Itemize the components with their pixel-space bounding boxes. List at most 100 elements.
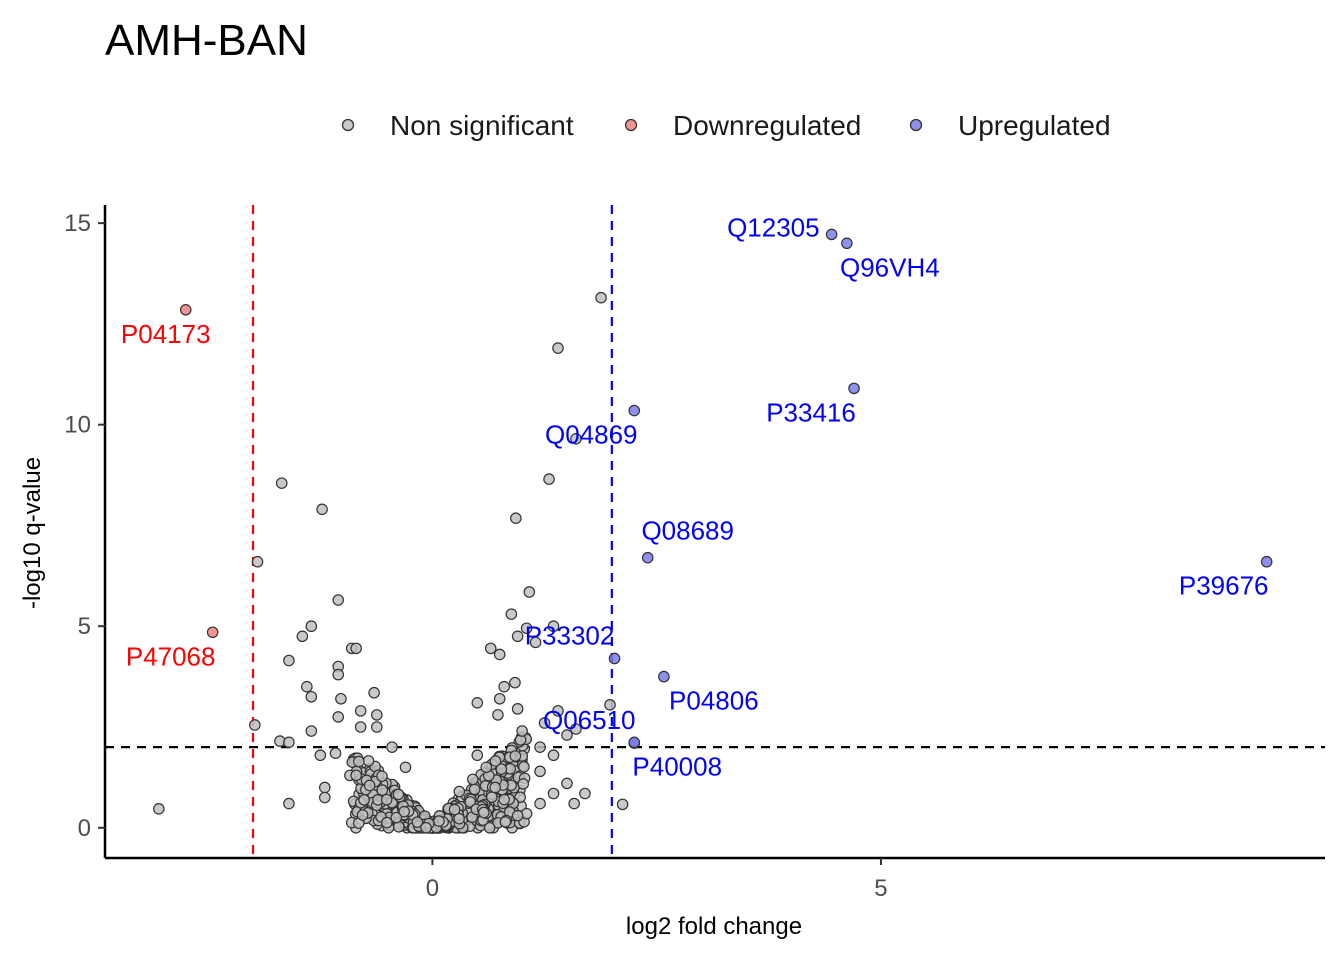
nonsig-point: [371, 721, 383, 733]
nonsig-point: [283, 797, 295, 810]
x-tick-label: 5: [874, 875, 887, 902]
legend-key-nonsig: [341, 118, 355, 132]
nonsig-point: [538, 717, 551, 729]
nonsig-point: [301, 680, 313, 693]
nonsig-point: [332, 668, 345, 681]
nonsig-point: [350, 642, 362, 655]
point-label: P39676: [1179, 571, 1269, 601]
nonsig-point: [296, 630, 309, 643]
nonsig-point: [332, 594, 345, 606]
y-axis-title: -log10 q-value: [19, 457, 46, 609]
up-point: [608, 652, 621, 665]
down-point: [206, 626, 219, 639]
up-point: [841, 237, 853, 250]
nonsig-point: [495, 763, 508, 775]
nonsig-point: [543, 473, 555, 485]
nonsig-point: [466, 773, 479, 786]
nonsig-point: [511, 703, 524, 715]
nonsig-point: [499, 816, 512, 828]
nonsig-point: [386, 741, 398, 753]
nonsig-point: [471, 749, 484, 762]
nonsig-point: [471, 697, 484, 709]
down-point: [179, 304, 192, 316]
legend-label-up: Upregulated: [958, 110, 1111, 141]
point-label: Q96VH4: [840, 252, 940, 282]
nonsig-point: [335, 692, 347, 705]
y-tick-label: 5: [78, 613, 91, 640]
point-label: P40008: [632, 751, 722, 781]
nonsig-point: [318, 781, 331, 794]
nonsig-point: [517, 778, 530, 790]
nonsig-point: [305, 725, 318, 737]
points-layer: [153, 228, 1273, 834]
nonsig-point: [453, 812, 465, 825]
nonsig-point: [505, 608, 518, 620]
nonsig-point: [509, 676, 521, 689]
nonsig-point: [510, 512, 522, 524]
nonsig-point: [420, 821, 432, 834]
nonsig-point: [534, 741, 546, 753]
point-labels: P04173 P47068 Q12305 Q96VH4 P33416 Q04869 Q086…: [121, 212, 1269, 781]
point-label: P33416: [766, 397, 856, 427]
nonsig-point: [433, 815, 445, 827]
nonsig-point: [448, 803, 461, 816]
nonsig-point: [249, 719, 261, 731]
nonsig-point: [529, 636, 542, 649]
threshold-lines: [105, 205, 1325, 858]
nonsig-point: [520, 622, 533, 635]
nonsig-point: [399, 761, 412, 774]
nonsig-point: [329, 747, 342, 759]
nonsig-point: [523, 586, 536, 598]
nonsig-point: [568, 797, 580, 810]
nonsig-point: [316, 503, 328, 516]
point-label: P47068: [126, 641, 216, 671]
nonsig-point: [376, 770, 388, 783]
up-point: [628, 404, 641, 417]
up-point: [641, 551, 654, 564]
x-axis-title: log2 fold change: [626, 913, 802, 940]
nonsig-point: [547, 749, 560, 762]
nonsig-point: [489, 781, 502, 794]
up-point: [848, 382, 860, 395]
nonsig-point: [363, 779, 376, 792]
nonsig-point: [283, 736, 295, 749]
nonsig-point: [547, 787, 560, 800]
legend-label-nonsig: Non significant: [390, 110, 574, 141]
y-tick-label: 10: [64, 412, 91, 439]
nonsig-point: [398, 805, 411, 818]
nonsig-point: [493, 692, 506, 705]
nonsig-point: [478, 806, 490, 819]
point-label: P04806: [669, 686, 759, 716]
nonsig-point: [498, 680, 510, 693]
nonsig-point: [353, 755, 365, 768]
nonsig-point: [153, 803, 165, 815]
nonsig-point: [275, 477, 288, 489]
up-point: [628, 736, 641, 749]
nonsig-point: [489, 755, 502, 767]
nonsig-point: [368, 686, 380, 699]
nonsig-point: [547, 620, 560, 633]
nonsig-point: [332, 711, 345, 723]
nonsig-point: [552, 342, 564, 354]
up-point: [1260, 555, 1273, 568]
nonsig-point: [305, 620, 318, 633]
x-tick-label: 0: [426, 875, 439, 902]
nonsig-point: [358, 794, 370, 806]
point-label: P04173: [121, 319, 211, 349]
point-label: Q12305: [727, 212, 820, 242]
nonsig-point: [511, 809, 524, 822]
legend-key-up: [909, 118, 923, 132]
nonsig-point: [314, 749, 327, 762]
nonsig-point: [509, 750, 522, 762]
nonsig-point: [561, 777, 573, 790]
nonsig-point: [354, 705, 367, 717]
legend-key-down: [624, 118, 638, 132]
point-label: Q06510: [543, 705, 636, 735]
nonsig-point: [492, 709, 504, 721]
nonsig-point: [464, 796, 477, 808]
up-point: [658, 670, 670, 683]
nonsig-point: [380, 793, 393, 806]
